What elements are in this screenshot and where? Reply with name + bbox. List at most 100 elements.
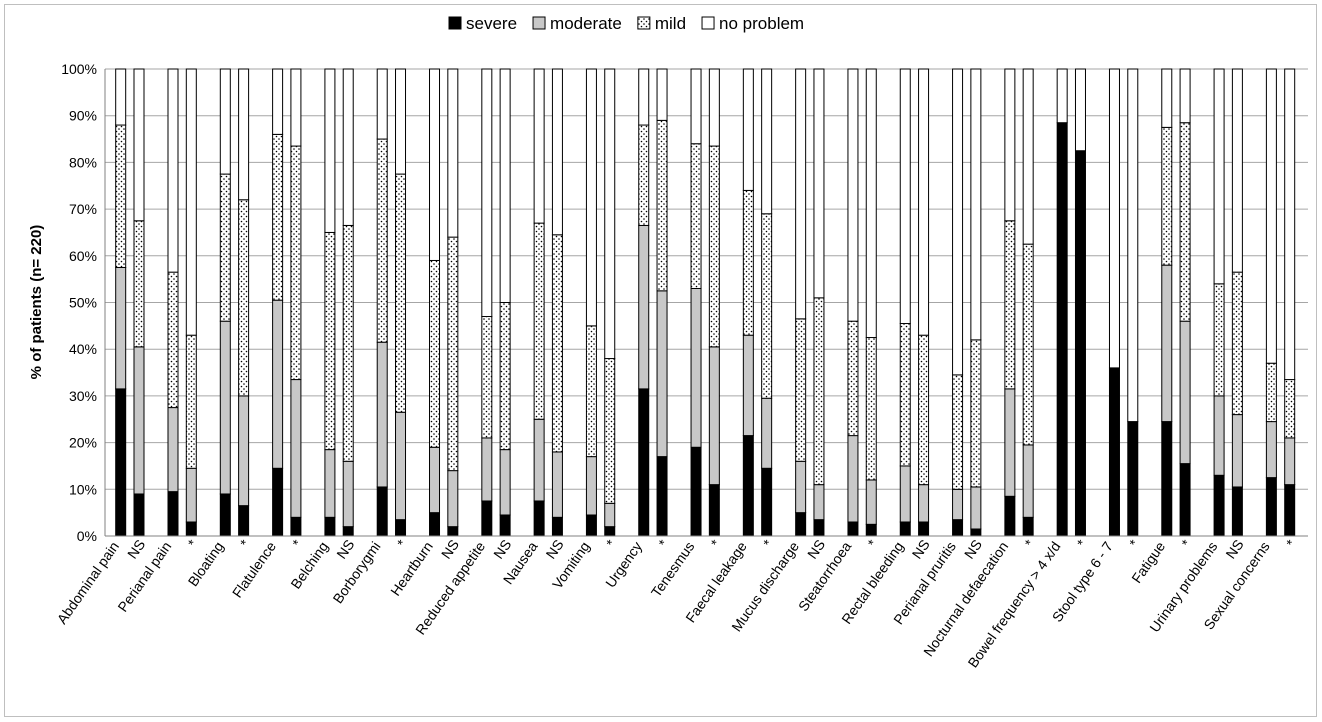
bar-segment-mild [656,119,668,292]
bar-segment-no-problem [761,68,773,215]
bar-segment-no-problem [918,68,930,336]
bar-segment-no-problem [447,68,459,238]
legend-swatch-severe [448,16,462,30]
bar-segment-severe [342,526,354,537]
bar-segment-no-problem [1056,68,1068,124]
bar-segment-moderate [551,451,563,518]
bar-segment-moderate [918,484,930,523]
bar-segment-moderate [1284,437,1296,486]
bar-segment-severe [1074,150,1086,537]
bar-segment-moderate [585,456,597,516]
y-tick-label: 30% [69,388,97,404]
bar-segment-no-problem [272,68,284,135]
bar-segment-mild [1265,362,1277,423]
bar-segment-mild [952,374,964,490]
bar-segment-mild [742,189,754,336]
bar-segment-mild [1213,283,1225,397]
significance-marker: NS [333,537,357,562]
bar-segment-moderate [290,379,302,518]
bar-segment-moderate [533,418,545,502]
bar-segment-no-problem [690,68,702,145]
bar-segment-no-problem [952,68,964,376]
bar-segment-mild [585,325,597,458]
bar-segment-moderate [395,411,407,521]
bar-segment-severe [395,519,407,537]
bar-segment-severe [847,521,859,537]
bar-segment-moderate [185,467,197,523]
bar-segment-moderate [1179,320,1191,465]
significance-marker: * [1021,536,1038,550]
bar-segment-severe [918,521,930,537]
bar-segment-severe [324,516,336,537]
bar-segment-severe [865,523,877,537]
bar-segment-no-problem [742,68,754,191]
bar-segment-severe [481,500,493,537]
bar-segment-no-problem [376,68,388,140]
bar-segment-moderate [1265,421,1277,479]
bar-segment-mild [1022,243,1034,446]
bar-segment-moderate [1161,264,1173,423]
bar-segment-severe [1127,421,1139,537]
bar-segment-mild [795,318,807,462]
bar-segment-mild [533,222,545,420]
bar-segment-mild [219,173,231,322]
bar-segment-mild [115,124,127,268]
bar-segment-no-problem [1213,68,1225,285]
bar-segment-moderate [970,486,982,530]
bar-segment-no-problem [813,68,825,299]
bar-segment-no-problem [638,68,650,126]
bar-segment-severe [656,456,668,537]
bar-segment-mild [133,220,145,348]
x-tick-label: Abdominal pain [54,539,122,627]
bar-segment-moderate [1213,395,1225,476]
bar-segment-no-problem [585,68,597,327]
bar-segment-no-problem [219,68,231,175]
bar-segment-moderate [324,449,336,518]
bar-segment-severe [761,467,773,537]
bar-segment-mild [376,138,388,343]
y-tick-label: 70% [69,201,97,217]
bar-segment-moderate [481,437,493,502]
legend-swatch-mild [637,16,651,30]
bar-segment-mild [395,173,407,413]
y-axis-label: % of patients (n= 220) [28,225,45,380]
significance-marker: * [237,536,254,550]
bar-segment-severe [795,512,807,537]
bar-segment-no-problem [1127,68,1139,423]
bar-segment-mild [167,271,179,409]
bar-segment-no-problem [238,68,250,201]
bar-segment-moderate [1004,388,1016,497]
bar-segment-moderate [342,460,354,528]
bar-segment-severe [1265,477,1277,537]
significance-marker: NS [490,537,514,562]
significance-marker: NS [909,537,933,562]
significance-marker: * [707,536,724,550]
bar-segment-no-problem [185,68,197,336]
bar-segment-mild [551,234,563,453]
bar-segment-no-problem [499,68,511,303]
bar-segment-no-problem [970,68,982,341]
bar-segment-severe [813,519,825,537]
legend: severe moderate mild no problem [448,14,804,33]
bar-segment-moderate [1022,444,1034,518]
x-tick-label: Bowel frequency > 4 x/d [965,539,1064,671]
significance-marker: * [1178,536,1195,550]
bar-segment-no-problem [1179,68,1191,124]
y-tick-label: 60% [69,248,97,264]
bar-segment-mild [813,297,825,486]
bar-segment-mild [1004,220,1016,390]
bar-segment-severe [185,521,197,537]
y-tick-label: 40% [69,341,97,357]
significance-marker: NS [438,537,462,562]
bar-segment-no-problem [1284,68,1296,381]
bar-segment-moderate [115,266,127,390]
bar-segment-severe [238,505,250,537]
bar-segment-severe [1004,495,1016,537]
bar-segment-severe [376,486,388,537]
significance-marker: * [1073,536,1090,550]
bar-segment-no-problem [1074,68,1086,152]
bar-segment-severe [952,519,964,537]
bar-segment-no-problem [795,68,807,320]
y-tick-label: 90% [69,108,97,124]
bar-segment-no-problem [133,68,145,222]
